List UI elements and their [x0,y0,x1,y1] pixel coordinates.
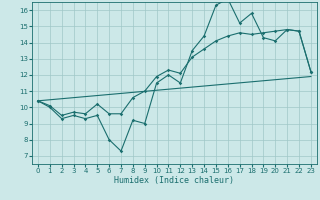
X-axis label: Humidex (Indice chaleur): Humidex (Indice chaleur) [115,176,234,185]
